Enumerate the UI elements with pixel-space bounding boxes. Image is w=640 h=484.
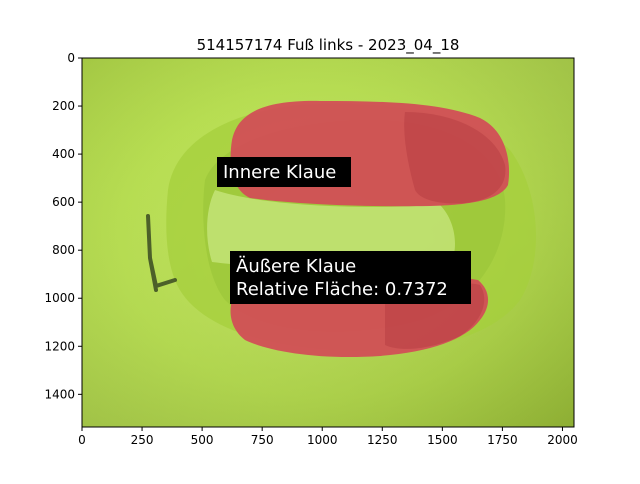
y-tick-label: 1000 <box>44 291 75 305</box>
x-tick-label: 250 <box>131 433 154 447</box>
y-tick-label: 1200 <box>44 339 75 353</box>
y-tick-label: 400 <box>52 147 75 161</box>
x-tick-label: 0 <box>78 433 86 447</box>
y-tick-label: 600 <box>52 195 75 209</box>
x-tick-label: 1000 <box>307 433 338 447</box>
x-tick-label: 500 <box>191 433 214 447</box>
y-axis: 0 200 400 600 800 1000 1200 1400 <box>44 51 82 401</box>
annotation-outer-claw-label: Äußere Klaue <box>236 256 356 277</box>
x-tick-label: 2000 <box>547 433 578 447</box>
x-tick-label: 1750 <box>487 433 518 447</box>
inner-claw-shade <box>404 112 506 204</box>
annotation-outer-claw: Äußere Klaue Relative Fläche: 0.7372 <box>230 251 471 304</box>
x-tick-label: 1250 <box>367 433 398 447</box>
y-tick-label: 0 <box>67 51 75 65</box>
annotation-inner-claw-label: Innere Klaue <box>223 162 336 183</box>
annotation-relative-area: Relative Fläche: 0.7372 <box>236 279 448 300</box>
x-axis: 0 250 500 750 1000 1250 1500 1750 2000 <box>78 427 578 447</box>
y-tick-label: 1400 <box>44 387 75 401</box>
x-tick-label: 750 <box>251 433 274 447</box>
pen-mark <box>146 214 177 292</box>
x-tick-label: 1500 <box>427 433 458 447</box>
y-tick-label: 800 <box>52 243 75 257</box>
plot-area: Innere Klaue Äußere Klaue Relative Fläch… <box>82 58 574 427</box>
chart-title: 514157174 Fuß links - 2023_04_18 <box>197 36 460 55</box>
annotation-inner-claw: Innere Klaue <box>217 157 351 187</box>
y-tick-label: 200 <box>52 99 75 113</box>
plot-frame <box>81 57 575 428</box>
